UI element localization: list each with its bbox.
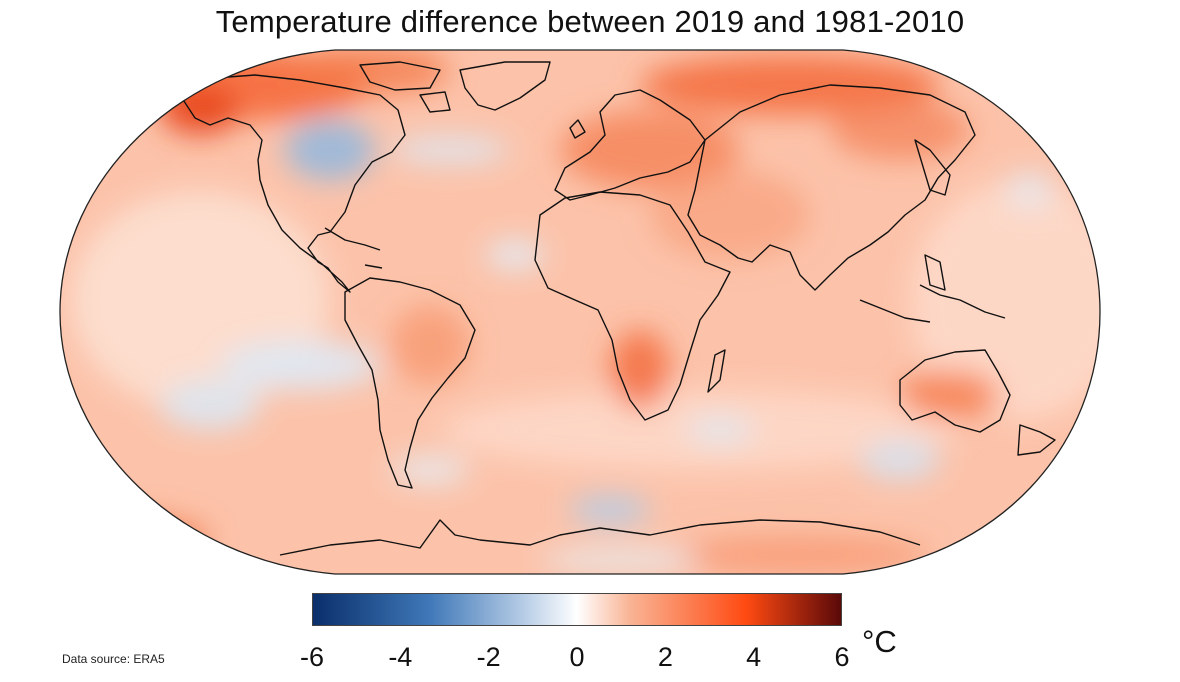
coast-greenland (459, 61, 551, 111)
anomaly-blobs (60, 50, 1100, 574)
coast-europe (554, 89, 706, 201)
data-source: Data source: ERA5 (62, 652, 165, 666)
coast-australia (899, 349, 1011, 433)
colorbar-tick-label: 4 (746, 642, 762, 672)
colorbar-tick-label: 6 (834, 642, 850, 672)
colorbar-tick-label: -4 (388, 642, 413, 672)
coast-south-america (344, 277, 476, 489)
anomaly-field (60, 50, 1100, 574)
coast-north-america (179, 74, 406, 293)
coast-antarctica (279, 519, 921, 556)
colorbar-unit: °C (862, 624, 897, 659)
colorbar (312, 593, 842, 626)
figure-title: Temperature difference between 2019 and … (215, 4, 965, 39)
colorbar-tick-label: 2 (657, 642, 673, 672)
coast-africa (534, 191, 731, 421)
coast-madagascar (707, 349, 726, 393)
colorbar-tick-label: -6 (299, 642, 324, 672)
colorbar-tick-label: 0 (569, 642, 585, 672)
colorbar-tick-label: -2 (476, 642, 501, 672)
coastlines (179, 61, 1056, 556)
coast-asia (687, 84, 976, 291)
